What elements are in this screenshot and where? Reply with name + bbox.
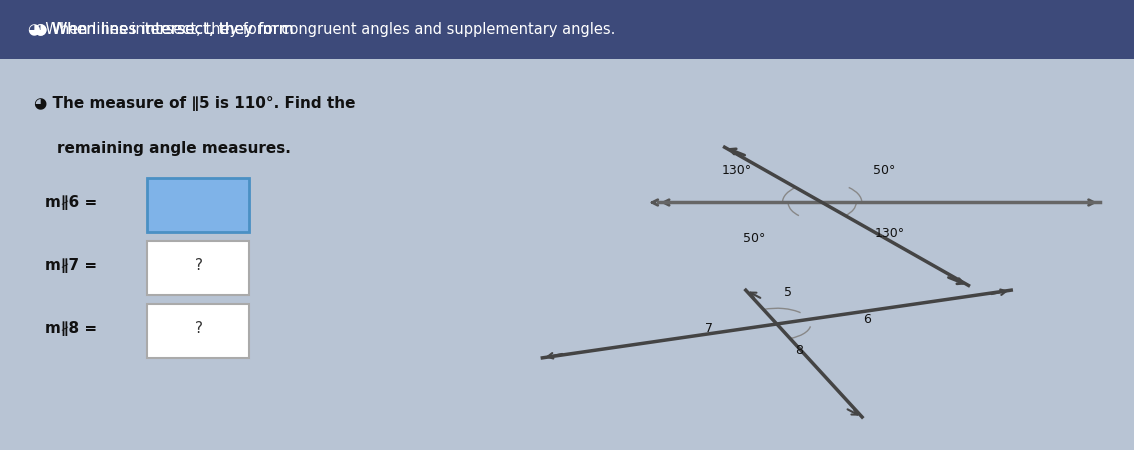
- Text: 8: 8: [795, 345, 804, 357]
- Text: m∦7 =: m∦7 =: [45, 258, 98, 273]
- Text: 130°: 130°: [875, 228, 905, 240]
- Text: 50°: 50°: [743, 232, 765, 245]
- Text: ?: ?: [194, 321, 203, 336]
- Text: remaining angle measures.: remaining angle measures.: [57, 141, 290, 156]
- Text: m∦6 =: m∦6 =: [45, 195, 98, 210]
- Text: ◕ When lines intersect, they form: ◕ When lines intersect, they form: [34, 22, 298, 37]
- Text: ◕ The measure of ∥5 is 110°. Find the: ◕ The measure of ∥5 is 110°. Find the: [34, 96, 356, 111]
- Text: ◕ When lines intersect, they form: ◕ When lines intersect, they form: [34, 22, 298, 37]
- Text: 50°: 50°: [873, 165, 896, 177]
- Text: 5: 5: [784, 286, 793, 299]
- Text: ◕ When lines intersect, they form congruent angles and supplementary angles.: ◕ When lines intersect, they form congru…: [28, 22, 616, 37]
- Text: ?: ?: [194, 258, 203, 273]
- Text: 6: 6: [864, 313, 871, 326]
- Text: 130°: 130°: [722, 165, 752, 177]
- Text: m∦8 =: m∦8 =: [45, 321, 98, 336]
- Text: 7: 7: [704, 322, 713, 335]
